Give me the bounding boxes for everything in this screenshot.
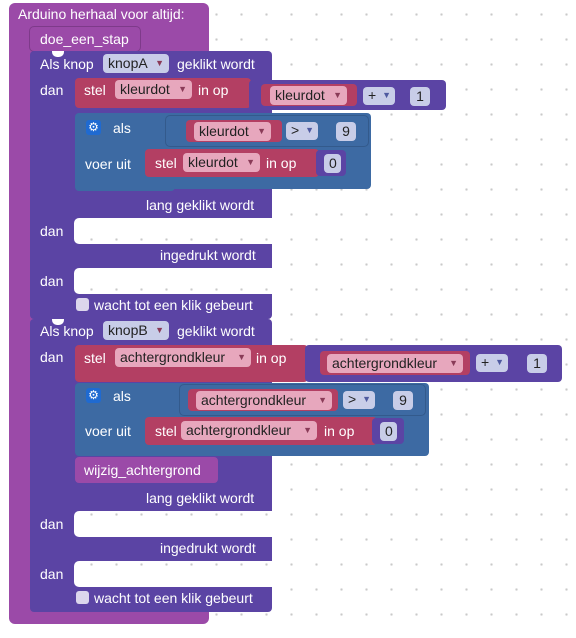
button-b-pressed-mouth	[74, 561, 272, 587]
gear-icon[interactable]: ⚙	[86, 120, 101, 135]
variable-dropdown[interactable]: kleurdot ▼	[270, 86, 347, 105]
variable-dropdown[interactable]: achtergrondkleur ▼	[196, 391, 332, 410]
variable-dropdown[interactable]: kleurdot ▼	[183, 153, 260, 172]
pressed-then: dan	[40, 566, 64, 582]
variable-dropdown[interactable]: kleurdot ▼	[115, 80, 192, 99]
procedure-call-block[interactable]	[30, 27, 140, 51]
wait-checkbox[interactable]	[76, 591, 89, 604]
button-a-pressed-mouth	[74, 268, 272, 294]
if-bottom-tab	[75, 183, 175, 191]
number-field[interactable]: 9	[393, 391, 413, 410]
button-b-long-mouth	[74, 511, 272, 537]
comparison-dropdown[interactable]: > ▼	[343, 391, 375, 409]
gear-icon[interactable]: ⚙	[86, 388, 101, 403]
variable-dropdown[interactable]: achtergrondkleur ▼	[327, 354, 463, 373]
number-field[interactable]: 1	[410, 87, 430, 106]
set-label: stel	[84, 82, 106, 98]
set-label: stel	[155, 155, 177, 171]
button-b-prefix: Als knop	[40, 323, 94, 339]
number-field[interactable]: 0	[380, 422, 397, 441]
long-press-then: dan	[40, 223, 64, 239]
variable-dropdown[interactable]: kleurdot ▼	[194, 122, 271, 141]
set-label: stel	[84, 350, 106, 366]
number-field[interactable]: 1	[527, 354, 547, 373]
wait-checkbox[interactable]	[76, 298, 89, 311]
procedure-call-label: doe_een_stap	[40, 31, 129, 47]
in-op-label: in op	[324, 423, 355, 439]
set-label: stel	[155, 423, 177, 439]
if-label: als	[113, 388, 131, 404]
procedure-call-block[interactable]	[75, 457, 218, 483]
wait-label: wacht tot een klik gebeurt	[94, 297, 253, 313]
number-field[interactable]: 0	[324, 154, 341, 173]
button-a-event: geklikt wordt	[177, 56, 255, 72]
procedure-call-label: wijzig_achtergrond	[84, 462, 201, 478]
variable-dropdown[interactable]: achtergrondkleur ▼	[115, 348, 251, 367]
button-a-long-mouth	[74, 218, 272, 244]
comparison-dropdown[interactable]: > ▼	[286, 122, 318, 140]
forever-loop-label: Arduino herhaal voor altijd:	[18, 6, 185, 22]
button-a-prefix: Als knop	[40, 56, 94, 72]
variable-dropdown[interactable]: achtergrondkleur ▼	[181, 421, 317, 440]
operator-dropdown[interactable]: + ▼	[476, 354, 508, 372]
pressed-then: dan	[40, 273, 64, 289]
button-b-dropdown[interactable]: knopB ▼	[103, 321, 169, 340]
long-press-label: lang geklikt wordt	[146, 490, 255, 506]
button-b-then: dan	[40, 349, 64, 365]
in-op-label: in op	[256, 350, 287, 366]
connector-notch	[52, 51, 64, 57]
button-b-event: geklikt wordt	[177, 323, 255, 339]
do-label: voer uit	[85, 423, 131, 439]
do-label: voer uit	[85, 156, 131, 172]
pressed-label: ingedrukt wordt	[160, 540, 256, 556]
connector-notch	[52, 319, 64, 325]
number-field[interactable]: 9	[336, 122, 356, 141]
if-label: als	[113, 120, 131, 136]
in-op-label: in op	[198, 82, 229, 98]
button-a-dropdown[interactable]: knopA ▼	[103, 54, 169, 73]
in-op-label: in op	[266, 155, 297, 171]
wait-label: wacht tot een klik gebeurt	[94, 590, 253, 606]
long-press-label: lang geklikt wordt	[146, 197, 255, 213]
button-a-then: dan	[40, 82, 64, 98]
operator-dropdown[interactable]: + ▼	[363, 87, 395, 105]
pressed-label: ingedrukt wordt	[160, 247, 256, 263]
long-press-then: dan	[40, 516, 64, 532]
